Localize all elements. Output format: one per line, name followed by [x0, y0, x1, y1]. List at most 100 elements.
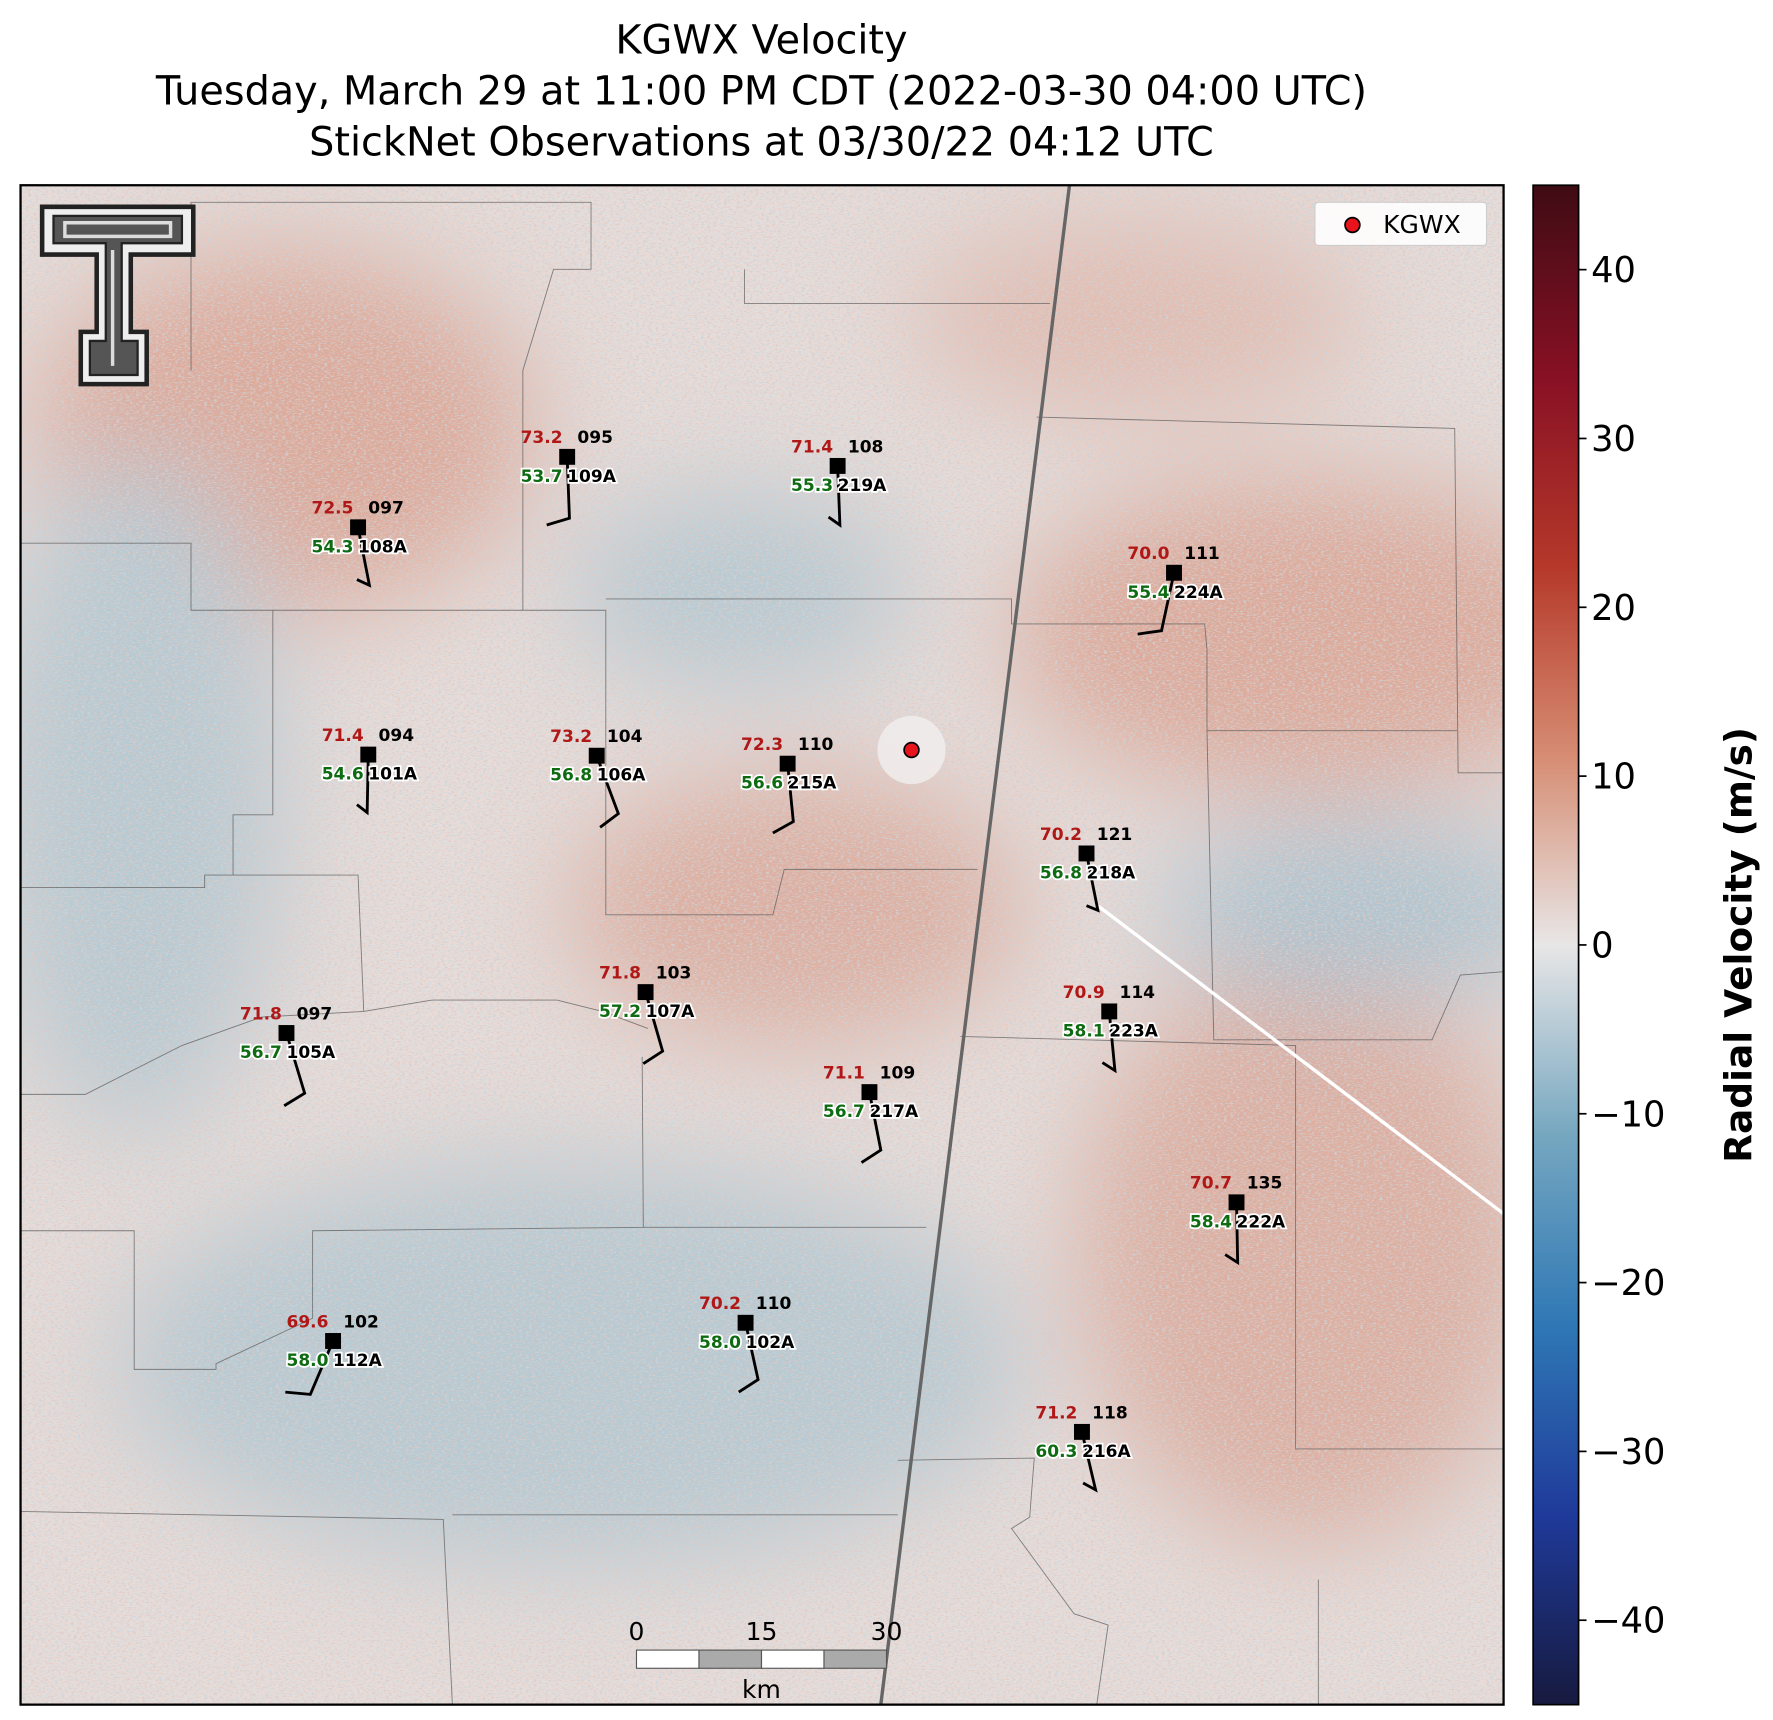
- station: 70.9 114 58.1 223A: [1061, 983, 1160, 1074]
- scale-segment: [760, 1649, 825, 1669]
- station-id: 105A: [286, 1043, 336, 1063]
- temperature: 71.4: [322, 726, 364, 746]
- station-marker: [779, 755, 796, 772]
- station: 70.2 110 58.0 102A: [697, 1294, 797, 1394]
- wind-barb: [546, 456, 571, 527]
- scale-unit: km: [742, 1675, 781, 1704]
- wind-barb: [1137, 572, 1176, 636]
- dewpoint: 55.4: [1127, 583, 1169, 603]
- temperature: 70.2: [1040, 825, 1082, 845]
- station-marker: [278, 1025, 295, 1041]
- title: KGWX Velocity Tuesday, March 29 at 11:00 …: [155, 17, 1367, 165]
- dewpoint: 58.0: [286, 1351, 328, 1371]
- dewpoint: 55.3: [791, 476, 833, 496]
- station: 73.2 104 56.8 106A: [548, 727, 648, 829]
- station-marker: [360, 746, 377, 763]
- station: 72.3 110 56.6 215A: [739, 735, 839, 835]
- station-id: 216A: [1082, 1442, 1132, 1462]
- pressure-code: 095: [577, 428, 613, 448]
- station-id: 107A: [646, 1002, 696, 1022]
- colorbar: −40 −30 −20 −10 0 10 20 30 40 Radial Velocity (m/…: [1532, 184, 1760, 1706]
- pressure-code: 097: [297, 1004, 333, 1024]
- station-marker: [1074, 1423, 1090, 1440]
- pressure-code: 135: [1247, 1174, 1283, 1194]
- station-id: 223A: [1109, 1021, 1159, 1041]
- station-marker: [559, 448, 576, 465]
- station: 72.5 097 54.3 108A: [310, 499, 409, 588]
- pressure-code: 094: [379, 726, 415, 746]
- colorbar-tick-label: 0: [1591, 925, 1613, 966]
- dewpoint: 58.0: [699, 1333, 741, 1353]
- title-line: StickNet Observations at 03/30/22 04:12 …: [309, 120, 1214, 166]
- station: 70.2 121 56.8 218A: [1038, 825, 1138, 913]
- colorbar-label: Radial Velocity (m/s): [1716, 727, 1760, 1163]
- temperature: 73.2: [521, 428, 563, 448]
- station: 71.4 094 54.6 101A: [320, 726, 420, 816]
- station: 70.7 135 58.4 222A: [1188, 1174, 1288, 1266]
- station-id: 222A: [1237, 1212, 1287, 1232]
- station: 71.4 108 55.3 219A: [789, 437, 889, 528]
- wind-barb: [283, 1032, 307, 1107]
- legend-label: KGWX: [1383, 210, 1461, 239]
- station-id: 102A: [746, 1333, 796, 1353]
- station-marker: [737, 1314, 754, 1331]
- dewpoint: 56.7: [240, 1043, 282, 1063]
- pressure-code: 097: [368, 499, 404, 519]
- dewpoint: 54.3: [311, 537, 353, 557]
- pressure-code: 108: [848, 437, 884, 457]
- station-plots: 73.2 095 53.7 109A 72.5 097 54.3 108A 71.4 108 55.…: [238, 428, 1288, 1493]
- colorbar-scale: [1532, 184, 1580, 1706]
- station: 71.1 109 56.7 217A: [821, 1063, 921, 1164]
- station-marker: [861, 1084, 878, 1101]
- colorbar-tick-label: −40: [1591, 1601, 1665, 1642]
- temperature: 71.8: [599, 963, 641, 983]
- wind-barb: [860, 1091, 883, 1164]
- pressure-code: 110: [798, 735, 834, 755]
- station-marker: [829, 457, 846, 474]
- map-frame: [19, 184, 1505, 1706]
- wind-barb: [285, 1340, 335, 1396]
- colorbar-tick-label: 40: [1591, 250, 1636, 291]
- station-marker: [1101, 1003, 1118, 1020]
- station-marker: [350, 519, 367, 536]
- colorbar-tick-label: −10: [1591, 1094, 1665, 1135]
- radar-site-marker: [903, 741, 920, 759]
- wind-barb: [1224, 1202, 1240, 1266]
- station-id: 218A: [1087, 863, 1137, 883]
- wind-barb: [737, 1322, 760, 1394]
- temperature: 71.1: [823, 1063, 865, 1083]
- wind-barb: [356, 527, 372, 588]
- station-marker: [1228, 1194, 1245, 1211]
- station-id: 217A: [869, 1102, 919, 1122]
- station-id: 215A: [788, 774, 838, 794]
- colorbar-tick-label: 10: [1591, 757, 1636, 798]
- scale-tick-label: 15: [746, 1617, 778, 1646]
- station-marker: [588, 747, 605, 764]
- pressure-code: 104: [607, 727, 643, 747]
- temperature: 72.3: [741, 735, 783, 755]
- temperature: 71.2: [1035, 1403, 1077, 1423]
- temperature: 70.0: [1127, 544, 1169, 564]
- pressure-code: 109: [880, 1063, 916, 1083]
- pressure-code: 118: [1092, 1403, 1128, 1423]
- pressure-code: 111: [1184, 544, 1220, 564]
- station-id: 112A: [333, 1351, 383, 1371]
- dewpoint: 58.4: [1190, 1212, 1232, 1232]
- station-marker: [637, 984, 654, 1001]
- station: 71.8 103 57.2 107A: [597, 963, 697, 1065]
- station-id: 224A: [1174, 583, 1224, 603]
- wind-barb: [1085, 853, 1100, 913]
- station-marker: [325, 1333, 342, 1349]
- station-marker: [1078, 845, 1095, 862]
- station: 69.6 102 58.0 112A: [285, 1312, 384, 1396]
- title-line: Tuesday, March 29 at 11:00 PM CDT (2022-…: [155, 69, 1367, 115]
- colorbar-tick-label: 20: [1591, 588, 1636, 629]
- temperature: 72.5: [311, 499, 353, 519]
- wind-barb: [772, 763, 795, 835]
- scale-segment: [698, 1649, 763, 1669]
- station-id: 106A: [597, 766, 647, 786]
- station: 73.2 095 53.7 109A: [519, 428, 618, 527]
- colorbar-tick-label: −20: [1591, 1263, 1665, 1304]
- temperature: 70.7: [1190, 1174, 1232, 1194]
- temperature: 69.6: [286, 1312, 328, 1332]
